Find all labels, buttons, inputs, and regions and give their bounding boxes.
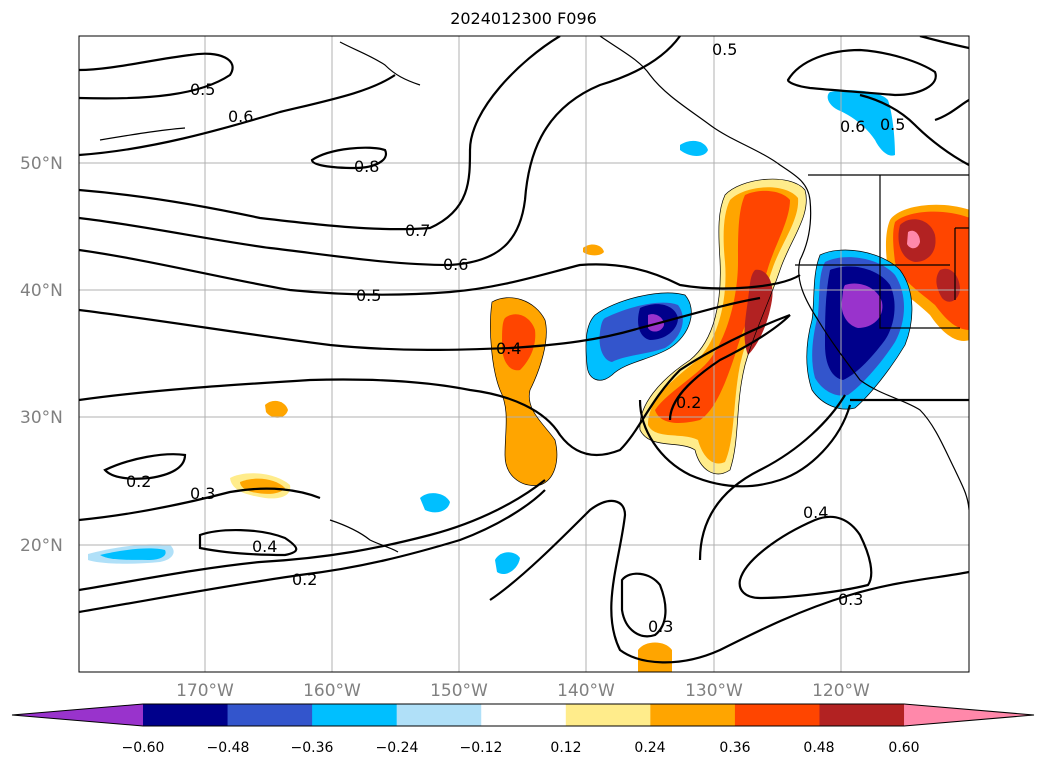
colorbar-ticks: −0.60 −0.48 −0.36 −0.24 −0.12 0.12 0.24 … [122, 740, 920, 756]
positive-anomaly-small-43n [583, 244, 604, 256]
contour-label: 0.2 [292, 570, 317, 589]
negative-anomaly-small-22n [420, 493, 450, 513]
contour-label: 0.6 [228, 107, 253, 126]
contour-label: 0.6 [840, 117, 865, 136]
colorbar-tick-label: 0.36 [719, 740, 750, 756]
contour-labels: 0.5 0.6 0.8 0.7 0.6 0.5 0.4 0.2 0.3 0.2 … [126, 40, 905, 636]
contour-label: 0.4 [803, 503, 828, 522]
negative-anomaly-small-50n [680, 140, 708, 156]
contour-lines [79, 36, 969, 664]
negative-anomaly-small-55n [827, 90, 895, 156]
lat-label: 30°N [20, 408, 63, 428]
colorbar-segment [312, 704, 398, 726]
positive-anomaly-band-strong [655, 190, 790, 423]
positive-anomaly-small-bottom [638, 642, 672, 672]
lon-label: 140°W [557, 681, 615, 701]
colorbar-segment [819, 704, 905, 726]
lon-label: 160°W [303, 681, 361, 701]
colorbar-tick-label: 0.48 [803, 740, 834, 756]
lon-label: 120°W [812, 681, 870, 701]
colorbar-segment [565, 704, 651, 726]
contour-label: 0.7 [405, 221, 430, 240]
colorbar-segment [396, 704, 482, 726]
colorbar-tick-label: 0.24 [634, 740, 665, 756]
contour-label: 0.3 [190, 484, 215, 503]
lon-label: 170°W [176, 681, 234, 701]
longitude-labels: 170°W 160°W 150°W 140°W 130°W 120°W [176, 681, 870, 701]
colorbar-segment [650, 704, 736, 726]
contour-label: 0.5 [356, 286, 381, 305]
lon-label: 130°W [685, 681, 743, 701]
lat-label: 20°N [20, 536, 63, 556]
lat-label: 40°N [20, 281, 63, 301]
colorbar-tick-label: −0.60 [122, 740, 165, 756]
colorbar-extend-low [12, 704, 143, 726]
colorbar [11, 703, 1035, 727]
colorbar-segment [734, 704, 820, 726]
colorbar-extend-high [904, 704, 1034, 726]
contour-label: 0.8 [354, 157, 379, 176]
positive-anomaly-small-31n [265, 400, 288, 418]
colorbar-tick-label: 0.12 [550, 740, 581, 756]
colorbar-outline [11, 703, 1035, 727]
colorbar-tick-label: 0.60 [888, 740, 919, 756]
colorbar-segment [481, 704, 567, 726]
map-area: 0.5 0.6 0.8 0.7 0.6 0.5 0.4 0.2 0.3 0.2 … [79, 36, 969, 672]
map-frame [78, 35, 970, 673]
colorbar-segment [227, 704, 313, 726]
lat-label: 50°N [20, 154, 63, 174]
latitude-labels: 50°N 40°N 30°N 20°N [20, 154, 63, 556]
contour-label: 0.2 [676, 393, 701, 412]
contour-label: 0.4 [252, 537, 277, 556]
colorbar-tick-label: −0.24 [376, 740, 419, 756]
contour-label: 0.3 [838, 590, 863, 609]
negative-anomaly-small-west-core [100, 548, 166, 560]
contour-label: 0.4 [496, 339, 521, 358]
colorbar-tick-label: −0.48 [207, 740, 250, 756]
contour-label: 0.2 [126, 472, 151, 491]
negative-anomaly-small-18n [495, 552, 520, 575]
contour-label: 0.5 [880, 115, 905, 134]
anomaly-outlines [490, 178, 913, 486]
positive-anomaly-northeast-secondary [936, 268, 960, 302]
colorbar-tick-label: −0.36 [291, 740, 334, 756]
positive-anomaly-northeast-max [907, 230, 920, 249]
colorbar-segment [143, 704, 229, 726]
contour-label: 0.5 [712, 40, 737, 59]
positive-anomaly-145w-core [502, 314, 536, 371]
coastlines [99, 36, 969, 553]
colorbar-tick-label: −0.12 [460, 740, 503, 756]
map-gridlines [79, 36, 969, 672]
contour-label: 0.3 [648, 617, 673, 636]
positive-anomaly-band-peak [744, 269, 773, 355]
lon-label: 150°W [430, 681, 488, 701]
contour-label: 0.6 [443, 255, 468, 274]
negative-anomaly-california-peak [841, 283, 883, 328]
map-title: 2024012300 F096 [450, 9, 597, 28]
contour-label: 0.5 [190, 80, 215, 99]
